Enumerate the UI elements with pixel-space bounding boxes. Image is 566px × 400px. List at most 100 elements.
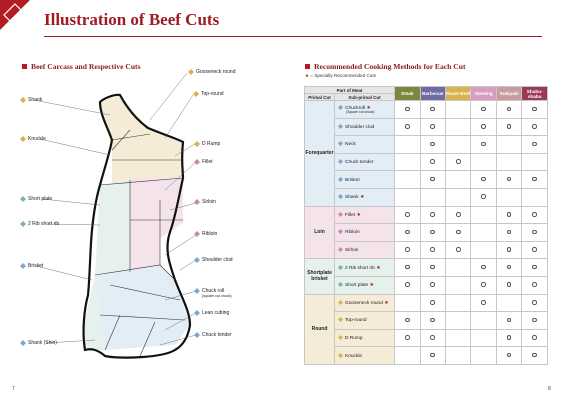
left-section-title: Beef Carcass and Respective Cuts (22, 62, 141, 71)
label-shoulder-clod: Shoulder clod (202, 257, 233, 263)
title-rule (44, 36, 542, 37)
method-cell (394, 205, 421, 225)
label-d-rump: D Rump (202, 141, 221, 147)
method-cell (419, 328, 446, 348)
recommended-mark-icon (532, 282, 538, 288)
method-cell (394, 258, 421, 277)
sub-primal-cut-name: Neck (345, 142, 356, 148)
method-cell (495, 258, 523, 277)
diamond-icon (193, 91, 199, 97)
beef-carcass-diagram: Gooseneck round Top-round D Rump Fillet … (0, 60, 300, 365)
recommended-mark-icon (481, 141, 486, 147)
method-cell (495, 328, 523, 348)
method-cell (495, 240, 523, 260)
star-icon: ★ (384, 300, 389, 306)
sub-primal-cut-cell: Top-round (333, 311, 396, 330)
region-loin (130, 178, 183, 272)
method-cell (521, 275, 548, 295)
method-cell (470, 240, 497, 260)
method-cell (470, 328, 497, 348)
recommended-mark-icon (481, 300, 486, 305)
method-cell (419, 100, 446, 119)
diamond-icon (194, 159, 200, 165)
method-cell (470, 258, 497, 277)
recommended-mark-icon (532, 124, 538, 129)
sub-primal-cut-cell: Neck (333, 135, 396, 154)
right-section-title-text: Recommended Cooking Methods for Each Cut (314, 62, 466, 71)
sub-primal-cut-name: Sirloin (345, 248, 359, 254)
star-icon: ★ (356, 212, 361, 218)
recommended-mark-icon (532, 212, 538, 217)
sub-primal-cut-cell: Knuckle (333, 346, 396, 365)
table-row: Loin Fillet ★ (304, 205, 548, 260)
diamond-icon (338, 211, 343, 217)
primal-cut-cell: Shortplate brisket (304, 258, 335, 295)
sub-primal-cut-name: D Rump (345, 336, 363, 342)
method-cell (394, 152, 421, 172)
method-cell (394, 223, 421, 242)
method-cell (394, 311, 421, 330)
region-round (100, 95, 183, 185)
method-cell (444, 187, 472, 207)
sub-primal-cut-cell: Brisket (333, 170, 396, 189)
table-row: D Rump (305, 328, 548, 348)
method-cell (444, 293, 472, 313)
method-cell (444, 170, 472, 189)
diamond-icon (338, 194, 343, 200)
diamond-icon (20, 263, 26, 269)
label-ribloin: Ribloin (202, 231, 218, 237)
legend-note: ★ = Specially Recommended Cuts (305, 73, 376, 79)
method-cell (521, 328, 548, 348)
sub-primal-cut-name: Brisket (345, 177, 360, 183)
recommended-mark-icon (430, 264, 436, 270)
chuck-roll-text: Chuck roll (202, 288, 225, 294)
method-cell (495, 275, 523, 295)
method-cell (521, 258, 548, 277)
diamond-icon (194, 257, 200, 263)
recommended-mark-icon (455, 229, 461, 235)
recommended-mark-icon (506, 247, 512, 252)
method-cell (470, 205, 497, 225)
carcass-illustration (33, 72, 197, 359)
diamond-icon (338, 123, 343, 129)
label-brisket: Brisket (28, 263, 44, 269)
recommended-mark-icon (430, 159, 436, 164)
method-cell (495, 223, 523, 242)
method-cell (419, 117, 446, 137)
method-cell (495, 205, 523, 225)
recommended-mark-icon (404, 264, 410, 270)
star-icon: ★ (366, 105, 371, 111)
method-cell (394, 328, 421, 348)
recommended-mark-icon (532, 264, 538, 270)
recommended-mark-icon (430, 335, 436, 340)
label-top-round: Top-round (201, 91, 224, 97)
sub-primal-cut-cell: Sirloin (333, 240, 396, 260)
recommended-mark-icon (506, 352, 512, 358)
method-cell (495, 100, 523, 119)
left-page-number: 7 (12, 386, 15, 392)
diamond-icon (20, 136, 26, 142)
diamond-icon (338, 299, 343, 305)
legend-text: = Specially Recommended Cuts (310, 73, 376, 78)
recommended-mark-icon (506, 176, 512, 182)
label-shank-shin: Shank (Shin) (28, 340, 57, 346)
diamond-icon (338, 247, 343, 253)
method-cell (470, 100, 497, 119)
method-cell (470, 135, 497, 154)
diamond-icon (338, 229, 343, 235)
table-row: Shank ★ (305, 187, 548, 207)
recommended-mark-icon (506, 335, 512, 340)
method-cell (495, 346, 523, 365)
label-chuck-roll: Chuck roll (square cut chuck) (202, 288, 232, 298)
method-cell (394, 187, 421, 207)
diamond-icon (338, 176, 343, 182)
recommended-mark-icon (430, 176, 436, 182)
method-cell (419, 293, 446, 313)
diamond-icon (188, 69, 194, 75)
sub-primal-cut-name: Knuckle (345, 353, 363, 359)
table-row: Ribloin (305, 223, 548, 242)
method-cell (521, 152, 548, 172)
method-cell (495, 311, 523, 330)
recommended-mark-icon (506, 124, 512, 129)
method-cell (419, 170, 446, 189)
